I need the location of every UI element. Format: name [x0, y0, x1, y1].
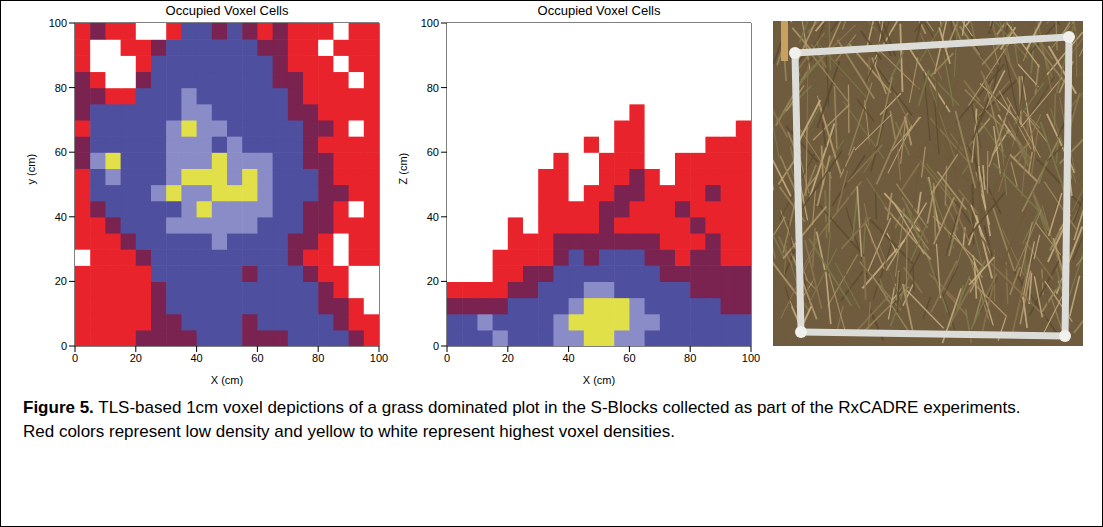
svg-text:100: 100: [370, 352, 388, 364]
svg-text:80: 80: [684, 352, 696, 364]
svg-text:X (cm): X (cm): [211, 374, 243, 386]
svg-text:0: 0: [72, 352, 78, 364]
svg-text:40: 40: [427, 211, 439, 223]
svg-text:60: 60: [251, 352, 263, 364]
svg-text:20: 20: [55, 275, 67, 287]
svg-text:X (cm): X (cm): [583, 374, 615, 386]
svg-text:100: 100: [49, 17, 67, 29]
svg-text:60: 60: [55, 146, 67, 158]
svg-text:60: 60: [427, 146, 439, 158]
svg-text:100: 100: [421, 17, 439, 29]
svg-text:40: 40: [190, 352, 202, 364]
svg-text:80: 80: [312, 352, 324, 364]
svg-text:0: 0: [444, 352, 450, 364]
svg-text:20: 20: [130, 352, 142, 364]
svg-text:20: 20: [502, 352, 514, 364]
svg-text:0: 0: [61, 340, 67, 352]
svg-text:80: 80: [55, 82, 67, 94]
svg-text:80: 80: [427, 82, 439, 94]
html-text:Occupied Voxel Cells: Occupied Voxel Cells: [537, 3, 661, 18]
svg-text:40: 40: [562, 352, 574, 364]
svg-text:100: 100: [742, 352, 760, 364]
svg-text:40: 40: [55, 211, 67, 223]
svg-text:Z (cm): Z (cm): [397, 153, 409, 185]
svg-text:y (cm): y (cm): [25, 154, 37, 185]
svg-text:0: 0: [433, 340, 439, 352]
html-text:Figure 5. TLS-based 1cm voxel: Figure 5. TLS-based 1cm voxel depictions…: [23, 398, 1021, 441]
html-text:Occupied Voxel Cells: Occupied Voxel Cells: [165, 3, 289, 18]
svg-text:20: 20: [427, 275, 439, 287]
svg-text:60: 60: [623, 352, 635, 364]
